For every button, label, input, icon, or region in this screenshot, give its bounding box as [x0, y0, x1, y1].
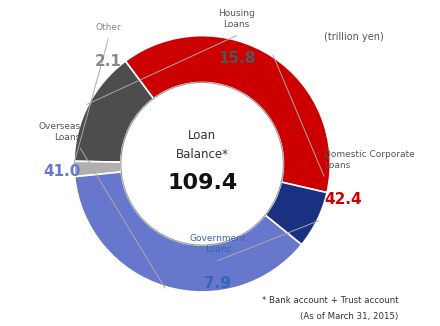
Text: Housing
Loans: Housing Loans [218, 9, 255, 29]
Text: Domestic Corporate
Loans: Domestic Corporate Loans [324, 150, 415, 170]
Text: 41.0: 41.0 [43, 164, 80, 179]
Text: Loan: Loan [188, 129, 216, 142]
Wedge shape [75, 172, 302, 292]
Text: Other: Other [95, 23, 121, 33]
Text: Balance*: Balance* [176, 148, 229, 161]
Text: Government
Loans: Government Loans [190, 234, 246, 255]
Wedge shape [74, 61, 154, 162]
Text: 42.4: 42.4 [324, 192, 362, 207]
Wedge shape [265, 182, 327, 244]
Text: 7.9: 7.9 [204, 276, 231, 291]
Text: (As of March 31, 2015): (As of March 31, 2015) [300, 312, 399, 321]
Text: (trillion yen): (trillion yen) [324, 32, 384, 42]
Wedge shape [74, 161, 121, 177]
Text: * Bank account + Trust account: * Bank account + Trust account [262, 296, 399, 305]
Text: 15.8: 15.8 [218, 51, 255, 66]
Text: Overseas
Loans: Overseas Loans [38, 122, 80, 142]
Text: 109.4: 109.4 [167, 172, 237, 193]
Wedge shape [125, 36, 330, 193]
Text: 2.1: 2.1 [95, 54, 122, 69]
